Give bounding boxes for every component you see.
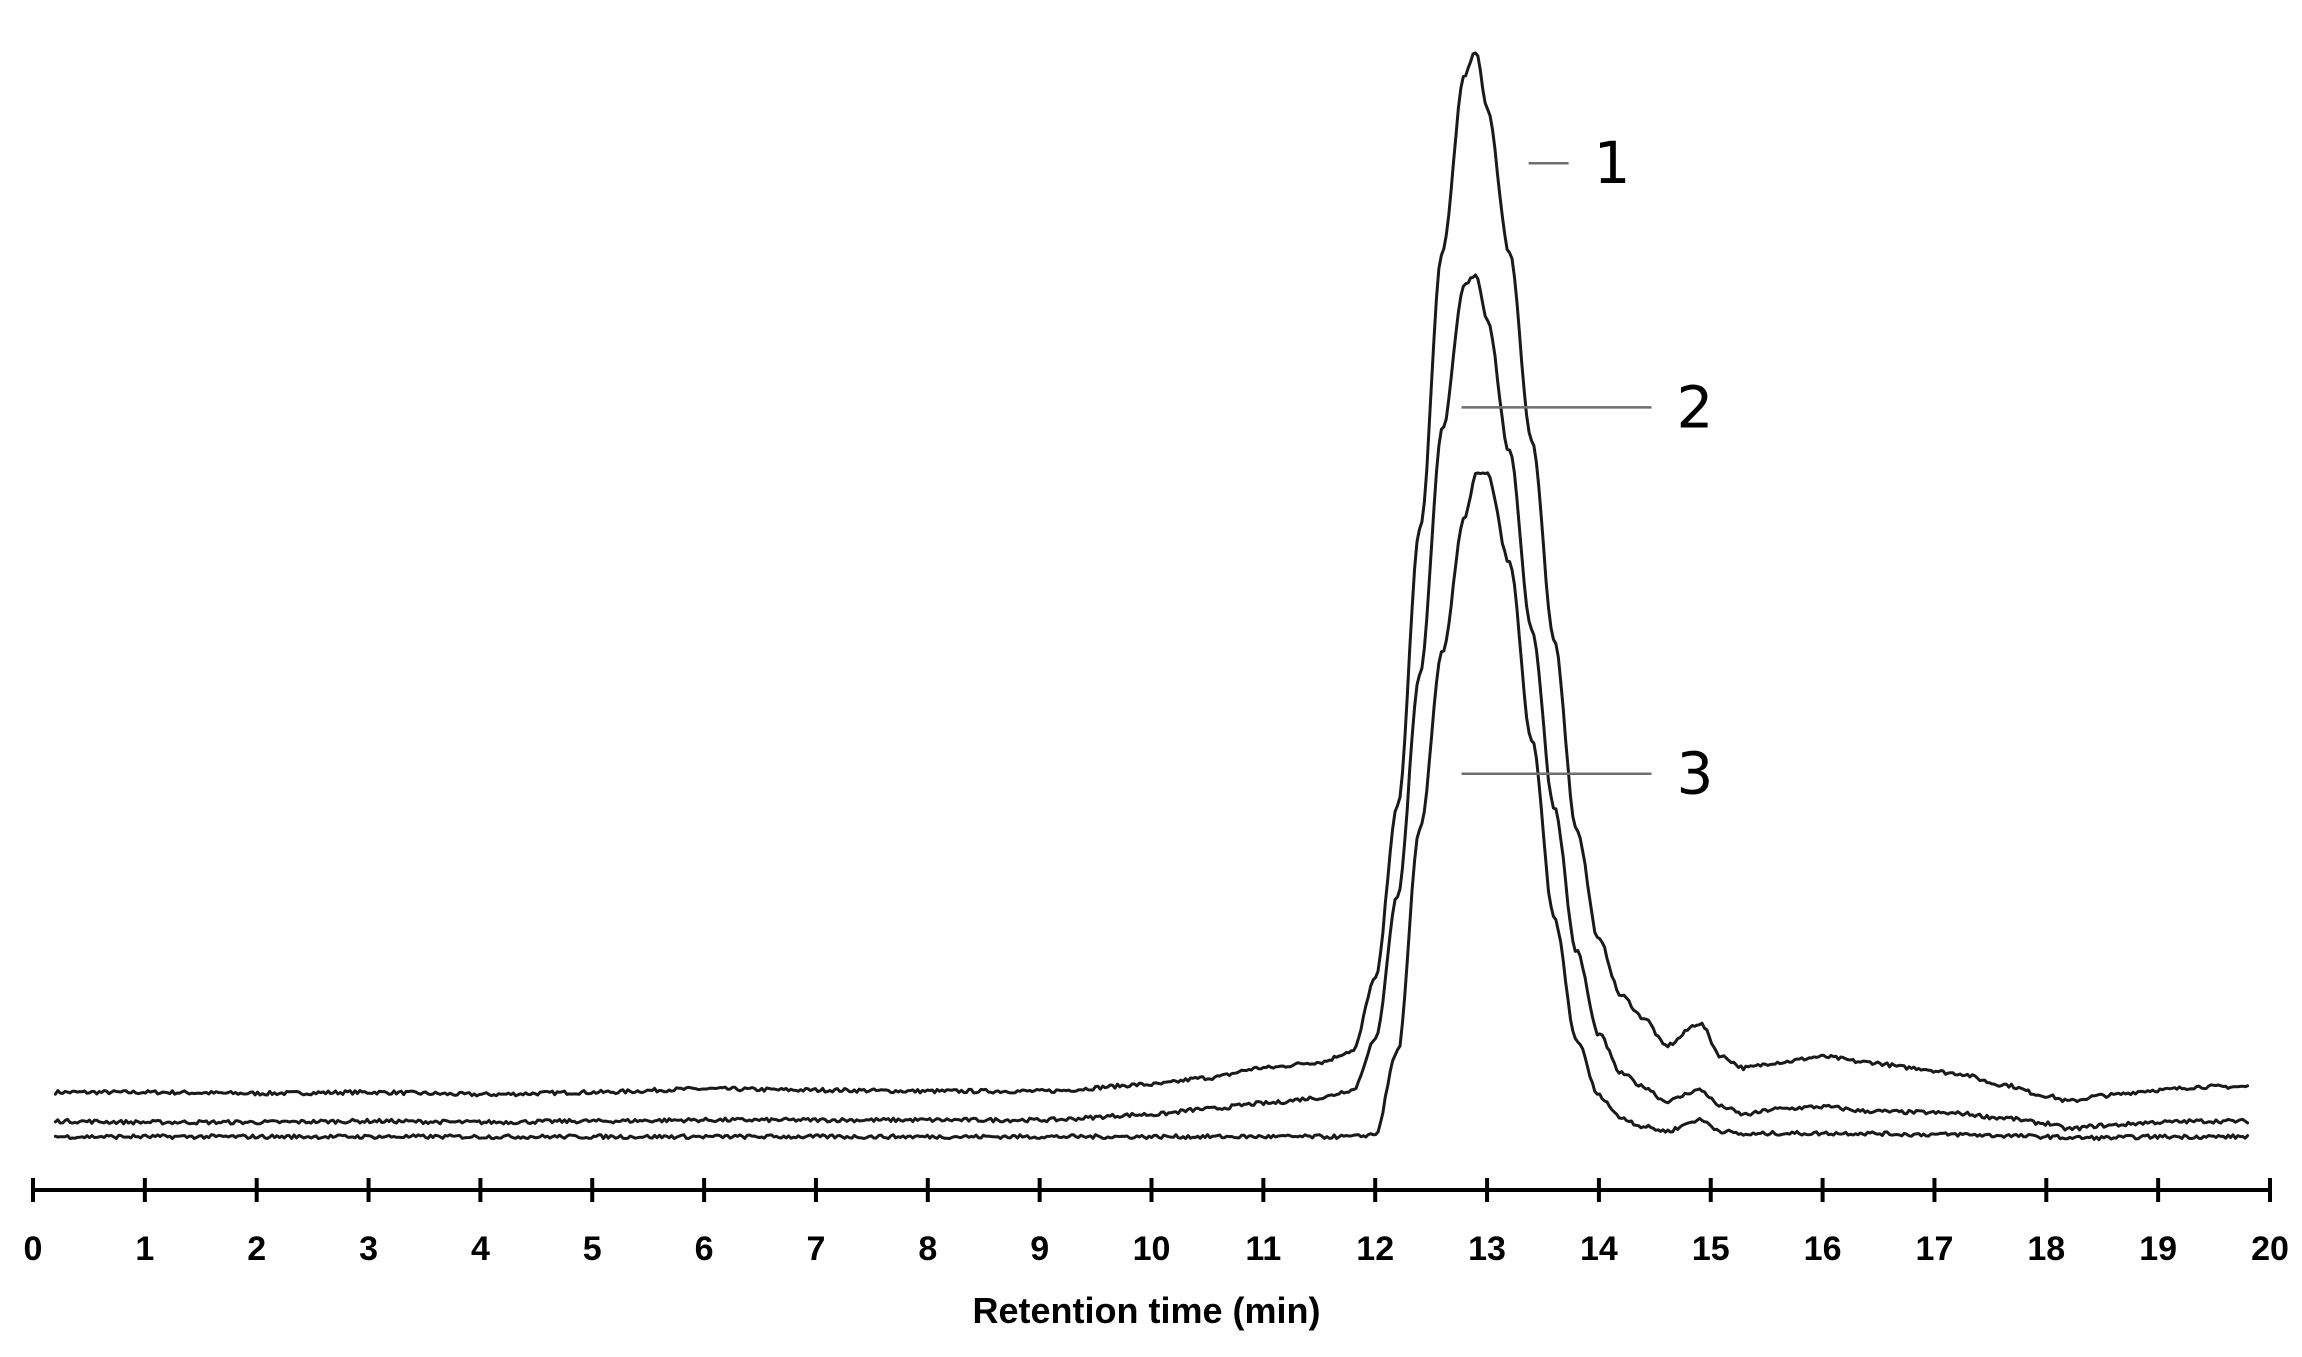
traces-layer <box>53 51 2250 1142</box>
x-tick-label: 17 <box>1916 1230 1954 1268</box>
x-tick-label: 16 <box>1804 1230 1842 1268</box>
x-tick-label: 1 <box>135 1230 154 1268</box>
x-tick-label: 11 <box>1245 1230 1281 1268</box>
x-tick-label: 14 <box>1580 1230 1618 1268</box>
x-tick-label: 12 <box>1356 1230 1394 1268</box>
x-tick-label: 20 <box>2251 1230 2289 1268</box>
x-tick-label: 6 <box>695 1230 714 1268</box>
x-tick-label: 2 <box>247 1230 266 1268</box>
trace-label-1: 1 <box>1594 129 1631 197</box>
trace-label-leaders <box>1461 161 1652 775</box>
x-axis-ticks <box>31 1178 2272 1202</box>
x-tick-label: 5 <box>583 1230 602 1268</box>
trace-line-3 <box>53 471 2250 1142</box>
x-tick-label: 13 <box>1468 1230 1506 1268</box>
x-tick-label: 3 <box>359 1230 378 1268</box>
trace-line-2 <box>53 273 2250 1132</box>
x-tick-label: 10 <box>1133 1230 1171 1268</box>
trace-labels: 1 2 3 <box>1594 129 1714 808</box>
trace-label-2: 2 <box>1676 373 1713 441</box>
x-tick-label: 19 <box>2139 1230 2177 1268</box>
x-axis-title: Retention time (min) <box>973 1290 1321 1331</box>
x-tick-label: 0 <box>24 1230 43 1268</box>
x-tick-label: 7 <box>806 1230 825 1268</box>
x-tick-label: 15 <box>1692 1230 1730 1268</box>
x-tick-label: 4 <box>471 1230 490 1268</box>
x-axis-tick-labels: 0 1 2 3 4 5 6 7 8 9 10 11 12 13 14 15 16 17 18 19 20 <box>24 1230 2289 1268</box>
x-tick-label: 8 <box>918 1230 937 1268</box>
x-tick-label: 9 <box>1030 1230 1049 1268</box>
trace-label-3: 3 <box>1676 740 1713 808</box>
x-tick-label: 18 <box>2027 1230 2065 1268</box>
trace-line-1 <box>53 51 2250 1104</box>
